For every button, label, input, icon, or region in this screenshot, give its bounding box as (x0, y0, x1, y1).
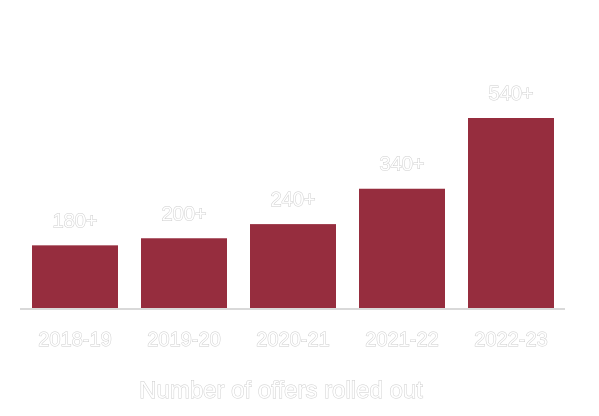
x-tick-labels-layer: 2018-19 2019-20 2020-21 2021-22 2022-23 (38, 329, 548, 352)
x-tick-label-2018-19: 2018-19 (38, 329, 111, 351)
value-label-2020-21: 240+ (270, 189, 315, 211)
value-label-2022-23: 540+ (488, 83, 533, 105)
bar-2019-20 (141, 238, 227, 309)
value-label-2019-20: 200+ (161, 203, 206, 225)
bar-2018-19 (32, 245, 118, 309)
value-label-2018-19: 180+ (52, 210, 97, 232)
x-tick-label-2019-20: 2019-20 (147, 329, 220, 351)
value-label-2021-22: 340+ (379, 154, 424, 176)
x-tick-label-2022-23: 2022-23 (474, 329, 547, 351)
bar-2022-23 (468, 118, 554, 309)
bar-2020-21 (250, 224, 336, 309)
value-labels-layer: 180+ 200+ 240+ 340+ 540+ (52, 83, 534, 233)
bar-2021-22 (359, 188, 445, 309)
bars-layer (32, 118, 554, 309)
x-tick-label-2020-21: 2020-21 (256, 329, 329, 351)
x-axis-title: Number of offers rolled out (139, 377, 423, 404)
x-tick-label-2021-22: 2021-22 (365, 329, 438, 351)
